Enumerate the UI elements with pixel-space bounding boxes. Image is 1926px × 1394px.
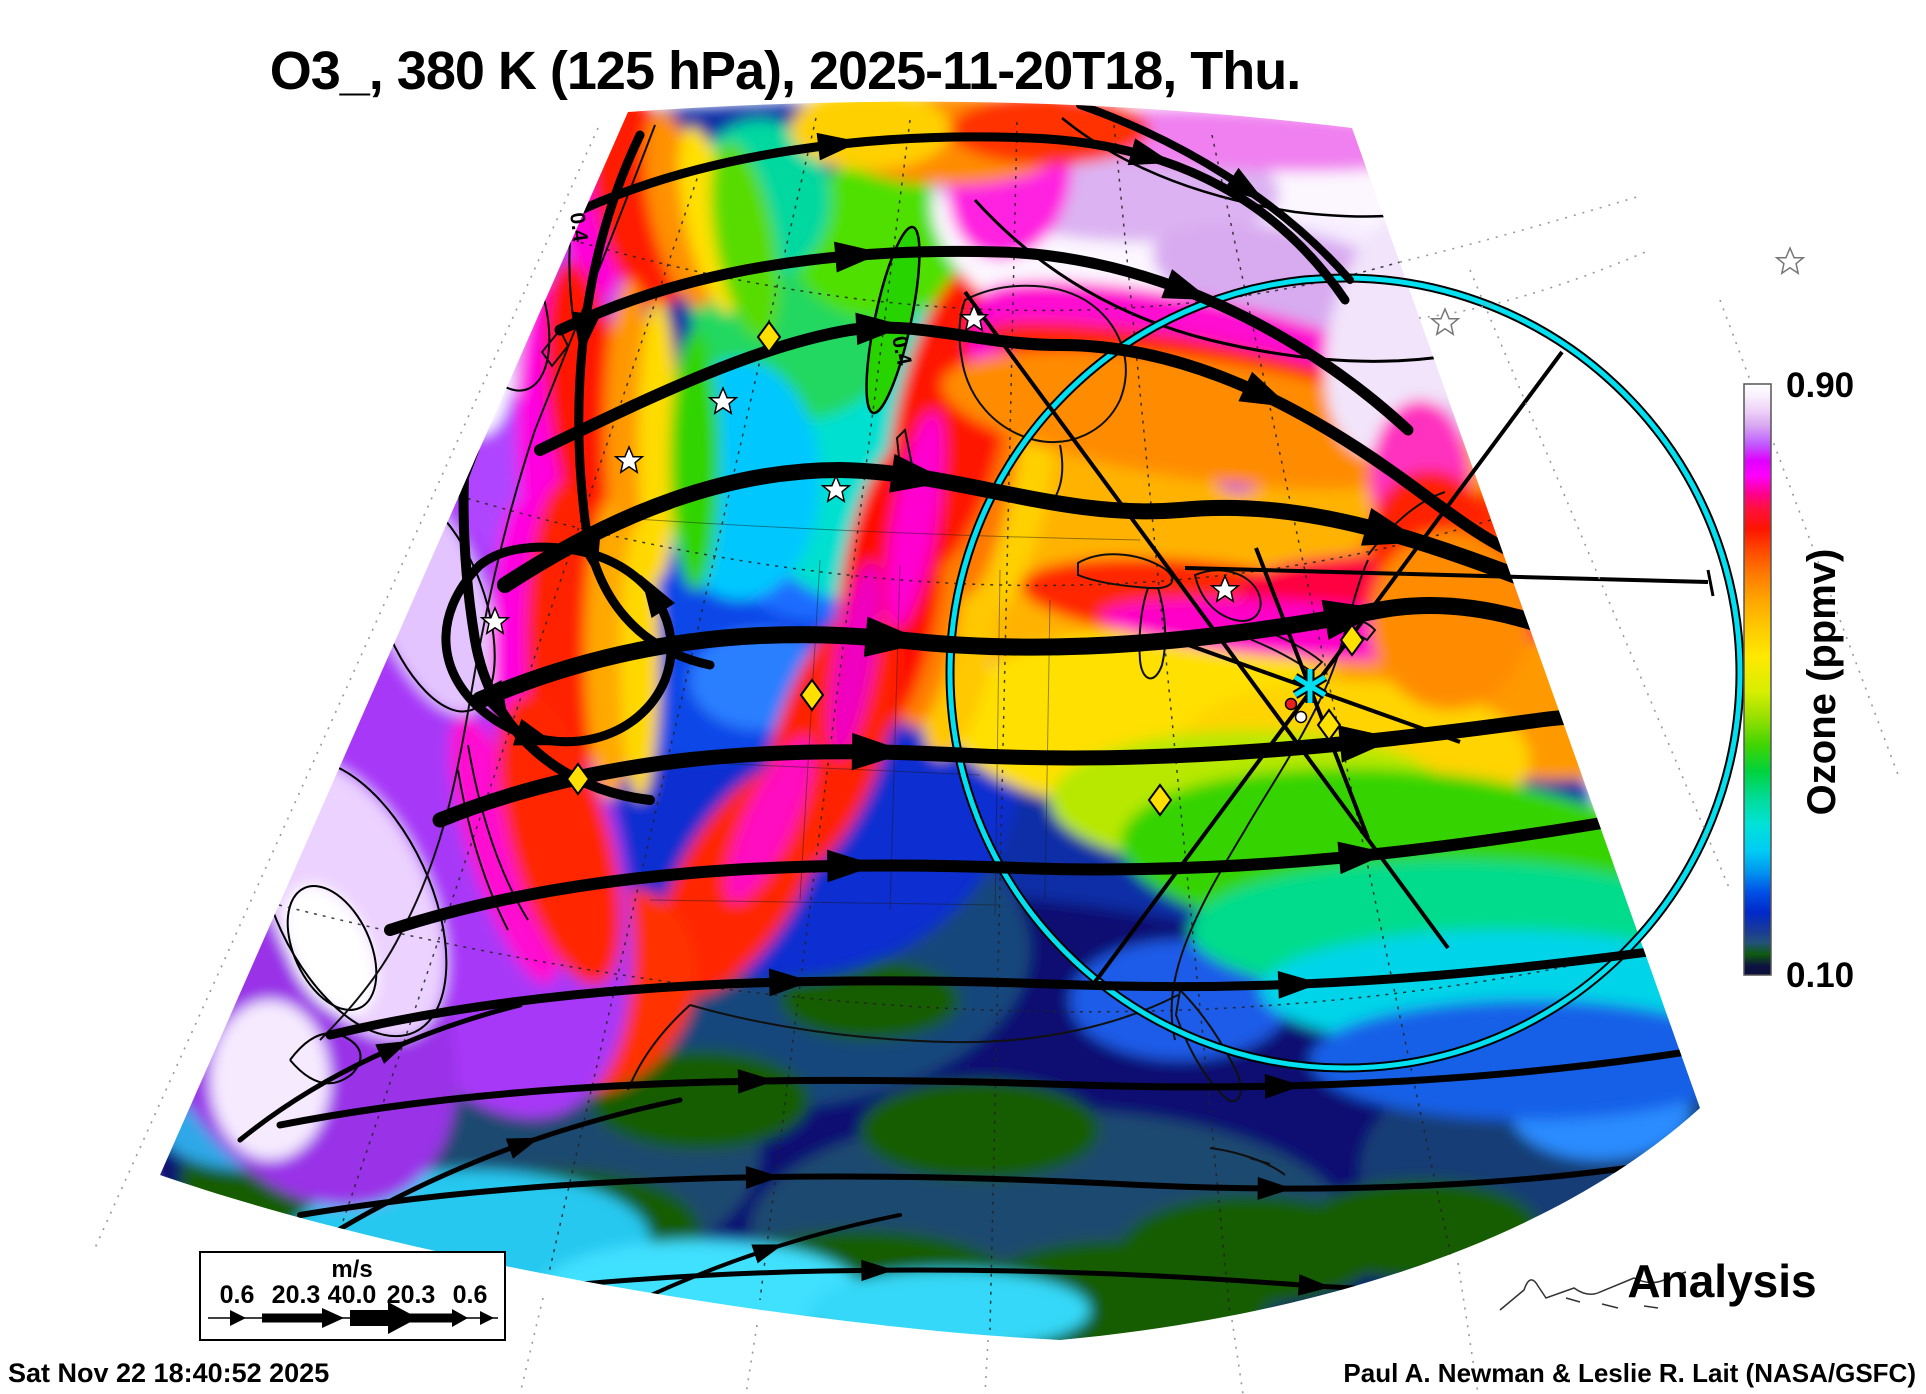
mode-label: Analysis	[1627, 1255, 1817, 1307]
red-dot-marker	[1284, 697, 1298, 711]
margin-coastline	[1499, 1271, 1687, 1311]
streamline-arrowhead	[1264, 1074, 1303, 1099]
streamline-arrowhead	[375, 1040, 410, 1064]
streamline-arrowhead	[505, 1137, 540, 1159]
streamline-arrowhead	[1277, 971, 1321, 999]
streamline-arrowhead	[1238, 371, 1291, 408]
streamline-arrowhead	[475, 680, 509, 727]
streamline-arrowhead	[889, 454, 951, 493]
streamline-arrowhead	[1321, 599, 1386, 640]
legend-arrowhead	[452, 1309, 468, 1327]
wind-legend-value: 0.6	[219, 1281, 255, 1309]
station-diamonds	[565, 320, 1365, 817]
streamline-arrowhead	[861, 1259, 894, 1282]
legend-arrowhead	[388, 1302, 418, 1334]
station-diamond	[565, 762, 591, 796]
streamline-arrowhead	[827, 849, 877, 883]
margin-star	[1775, 247, 1805, 275]
credit-line: Paul A. Newman & Leslie R. Lait (NASA/GS…	[1343, 1358, 1916, 1388]
wind-legend-value: 0.6	[452, 1281, 488, 1309]
streamline-arrowhead	[512, 718, 558, 746]
coastlines	[319, 124, 1446, 1176]
markers	[480, 247, 1805, 817]
margin-star	[1430, 308, 1460, 336]
margin-stars	[1430, 247, 1805, 336]
wind-legend-value: 40.0	[327, 1281, 377, 1309]
station-diamond	[799, 678, 825, 712]
streamline-arrowhead	[834, 241, 883, 273]
wind-legend-value: 20.3	[271, 1281, 321, 1309]
margin-graticule	[94, 127, 1901, 1394]
colorbar-min-label: 0.10	[1786, 956, 1855, 995]
streamline-arrowhead	[816, 132, 861, 161]
generated-timestamp: Sat Nov 22 18:40:52 2025	[8, 1358, 330, 1388]
streamline-arrowhead	[1257, 1176, 1293, 1200]
balloon-asterisk	[1292, 669, 1328, 703]
station-diamond	[1147, 783, 1173, 817]
streamline-arrowhead	[1127, 138, 1173, 166]
wind-legend-units: m/s	[331, 1256, 373, 1283]
plot-title: O3_, 380 K (125 hPa), 2025-11-20T18, Thu…	[269, 41, 1302, 101]
streamline-arrowhead	[863, 616, 928, 657]
streamline-arrowhead	[1161, 269, 1211, 301]
streamline-arrowhead	[1338, 725, 1397, 763]
station-diamond	[1339, 623, 1365, 657]
ozone-contours	[256, 117, 1449, 1085]
station-diamond	[756, 320, 782, 354]
white-dot-marker	[1294, 710, 1308, 724]
legend-arrowhead	[480, 1311, 494, 1325]
streamline-arrowhead	[768, 968, 812, 997]
graticule	[278, 117, 1645, 1331]
legend-arrowhead	[230, 1310, 246, 1326]
streamline-arrowhead	[751, 1244, 784, 1264]
streamline-arrowhead	[573, 531, 601, 576]
streamline-arrowhead	[572, 311, 601, 356]
colorbar-max-label: 0.90	[1786, 366, 1855, 405]
streamline-arrowhead	[1337, 841, 1389, 875]
colorbar	[1743, 383, 1772, 976]
contour-label: 0.4	[565, 211, 592, 243]
streamline-arrowhead	[1297, 1274, 1332, 1296]
station-diamond	[1316, 708, 1342, 742]
wind-legend-value: 20.3	[386, 1281, 436, 1309]
streamline-arrowhead	[851, 732, 909, 771]
wind-legend-box	[199, 1251, 506, 1341]
streamline-arrowhead	[855, 312, 906, 346]
legend-arrowhead	[322, 1308, 344, 1328]
streamline-arrowhead	[640, 574, 676, 618]
streamline-arrowhead	[1361, 508, 1424, 546]
streamline-arrowhead	[737, 1069, 776, 1094]
streamline-arrowhead	[1223, 167, 1265, 201]
streamline-arrowhead	[745, 1165, 781, 1189]
colorbar-axis-label: Ozone (ppmv)	[1800, 548, 1844, 816]
